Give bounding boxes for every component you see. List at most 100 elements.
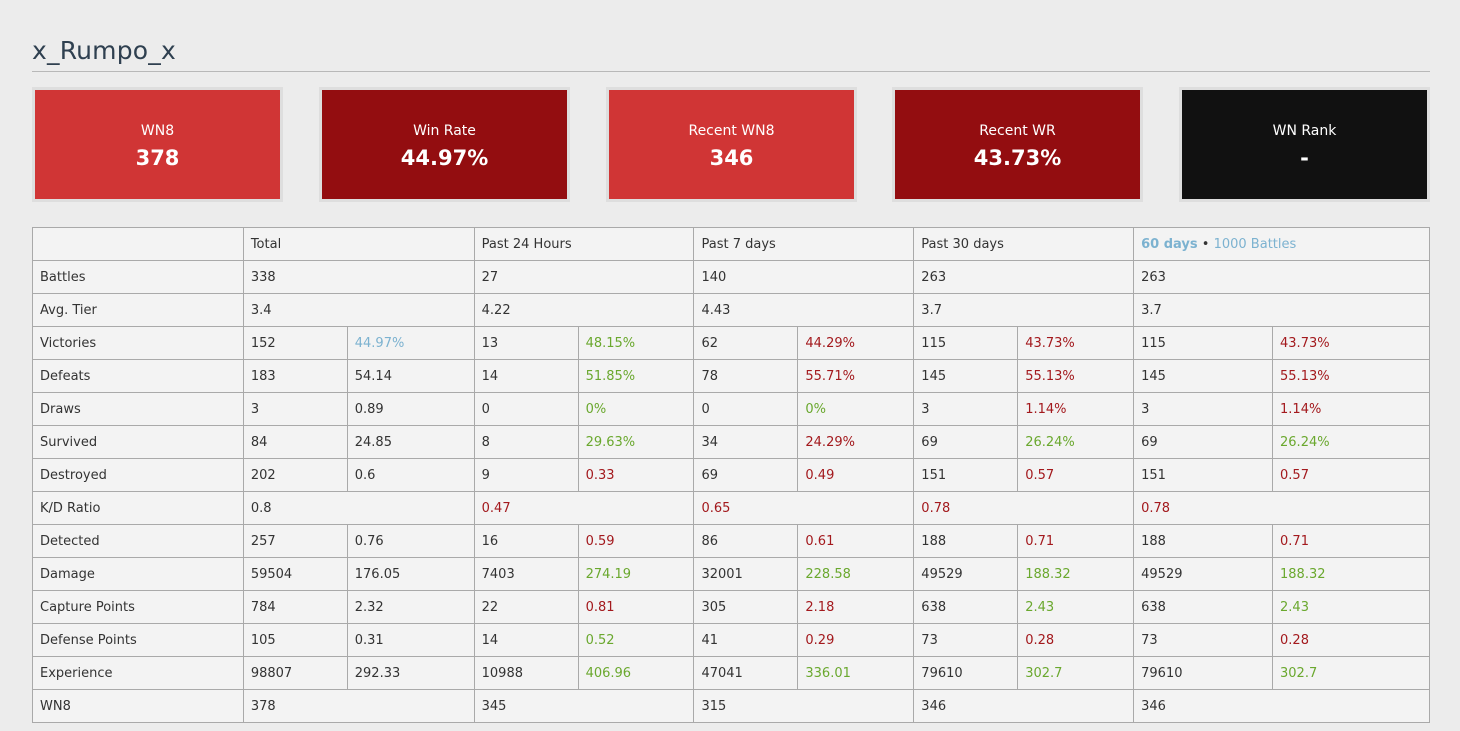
stat-rate: 188.32	[1017, 557, 1135, 591]
stat-value: 0	[693, 392, 799, 426]
stat-value: 32001	[693, 557, 799, 591]
stat-value: 8	[473, 425, 579, 459]
stat-rate: 292.33	[346, 656, 475, 690]
stat-value: 62	[693, 326, 799, 360]
player-name: x_Rumpo_x	[32, 36, 176, 65]
table-row: Avg. Tier 3.4 4.22 4.43 3.7 3.7	[32, 293, 1430, 327]
stat-value: 47041	[693, 656, 799, 690]
stat-value: 202	[242, 458, 348, 492]
stat-rate: 0.76	[346, 524, 475, 558]
row-label: Capture Points	[32, 590, 244, 624]
stat-rate: 0.59	[577, 524, 695, 558]
stat-rate: 26.24%	[1272, 425, 1430, 459]
stat-value: 152	[242, 326, 348, 360]
card-recent-wr: Recent WR 43.73%	[892, 87, 1143, 202]
table-row: K/D Ratio 0.8 0.47 0.65 0.78 0.78	[32, 491, 1430, 525]
stat-value: 49529	[1133, 557, 1274, 591]
stat-value: 151	[1133, 458, 1274, 492]
stat-value: 86	[693, 524, 799, 558]
stat-value: 10988	[473, 656, 579, 690]
stat-value: 49529	[913, 557, 1019, 591]
table-row: Defense Points 105 0.31 14 0.52 41 0.29 73 0.28 7…	[32, 623, 1430, 657]
stat-rate: 406.96	[577, 656, 695, 690]
stat-rate: 29.63%	[577, 425, 695, 459]
stat-value: 13	[473, 326, 579, 360]
row-label: Defense Points	[32, 623, 244, 657]
stat-value: 188	[913, 524, 1019, 558]
row-label: Survived	[32, 425, 244, 459]
stats-table: Total Past 24 Hours Past 7 days Past 30 …	[32, 227, 1430, 723]
stat-value: 305	[693, 590, 799, 624]
row-label: Experience	[32, 656, 244, 690]
stat-rate: 302.7	[1017, 656, 1135, 690]
title-divider	[32, 71, 1430, 72]
stat-rate: 0.81	[577, 590, 695, 624]
card-label: Recent WR	[979, 123, 1056, 139]
stat-value: 0.78	[1133, 491, 1430, 525]
row-label: WN8	[32, 689, 244, 723]
card-value: 378	[135, 146, 180, 170]
card-wn8: WN8 378	[32, 87, 283, 202]
stat-value: 3.7	[913, 293, 1135, 327]
tab-1000-battles[interactable]: 1000 Battles	[1213, 236, 1297, 252]
stat-rate: 43.73%	[1017, 326, 1135, 360]
row-label: Damage	[32, 557, 244, 591]
stat-value: 3.7	[1133, 293, 1430, 327]
stat-value: 16	[473, 524, 579, 558]
stat-value: 638	[913, 590, 1019, 624]
stat-rate: 48.15%	[577, 326, 695, 360]
stat-rate: 44.97%	[346, 326, 475, 360]
stat-value: 84	[242, 425, 348, 459]
row-label: Draws	[32, 392, 244, 426]
tab-60-days[interactable]: 60 days	[1141, 236, 1198, 252]
stat-value: 378	[242, 689, 475, 723]
stat-value: 0.8	[242, 491, 475, 525]
stat-rate: 2.18	[797, 590, 915, 624]
stat-value: 79610	[913, 656, 1019, 690]
stat-rate: 0.29	[797, 623, 915, 657]
card-value: -	[1300, 146, 1309, 170]
stat-rate: 2.32	[346, 590, 475, 624]
stat-value: 3	[1133, 392, 1274, 426]
row-label: K/D Ratio	[32, 491, 244, 525]
stat-rate: 0.33	[577, 458, 695, 492]
stat-rate: 0.89	[346, 392, 475, 426]
stat-value: 27	[473, 260, 695, 294]
table-row: Survived 84 24.85 8 29.63% 34 24.29% 69 26.24% 69…	[32, 425, 1430, 459]
header-separator: •	[1201, 236, 1210, 252]
stat-rate: 0.31	[346, 623, 475, 657]
stat-value: 0	[473, 392, 579, 426]
stat-value: 69	[693, 458, 799, 492]
stat-value: 4.43	[693, 293, 915, 327]
stat-rate: 0.71	[1272, 524, 1430, 558]
stat-value: 115	[1133, 326, 1274, 360]
header-empty	[32, 227, 244, 261]
stat-rate: 51.85%	[577, 359, 695, 393]
card-value: 346	[709, 146, 754, 170]
stat-value: 346	[913, 689, 1135, 723]
stat-rate: 0.28	[1017, 623, 1135, 657]
card-label: Recent WN8	[688, 123, 775, 139]
stat-value: 41	[693, 623, 799, 657]
stat-value: 98807	[242, 656, 348, 690]
card-wn-rank: WN Rank -	[1179, 87, 1430, 202]
stat-value: 73	[1133, 623, 1274, 657]
stat-value: 79610	[1133, 656, 1274, 690]
stat-rate: 336.01	[797, 656, 915, 690]
row-label: Battles	[32, 260, 244, 294]
stat-rate: 0.57	[1272, 458, 1430, 492]
stat-value: 145	[913, 359, 1019, 393]
table-row: Capture Points 784 2.32 22 0.81 305 2.18 638 2.4…	[32, 590, 1430, 624]
header-past-24-hours: Past 24 Hours	[473, 227, 695, 261]
stat-value: 0.47	[473, 491, 695, 525]
stat-rate: 0.57	[1017, 458, 1135, 492]
stat-value: 22	[473, 590, 579, 624]
stat-rate: 55.13%	[1017, 359, 1135, 393]
stat-value: 78	[693, 359, 799, 393]
stat-value: 9	[473, 458, 579, 492]
table-row: Destroyed 202 0.6 9 0.33 69 0.49 151 0.57 151 0.57	[32, 458, 1430, 492]
table-header-row: Total Past 24 Hours Past 7 days Past 30 …	[32, 227, 1430, 261]
stat-value: 105	[242, 623, 348, 657]
stat-value: 3.4	[242, 293, 475, 327]
stat-value: 638	[1133, 590, 1274, 624]
